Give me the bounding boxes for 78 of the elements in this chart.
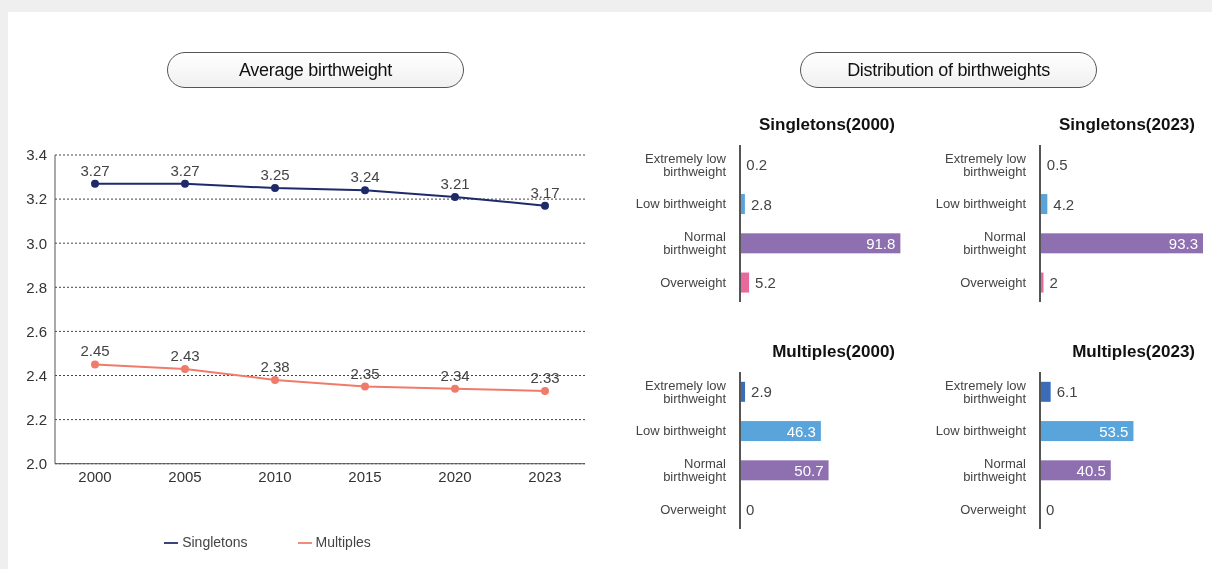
- x-tick-label: 2020: [438, 468, 472, 486]
- point: [271, 375, 279, 384]
- x-tick-label: 2023: [528, 468, 562, 486]
- chart-title: Multiples(2000): [771, 342, 896, 363]
- y-tick-label: 2.8: [26, 278, 47, 296]
- data-label: 46.3: [786, 422, 816, 440]
- y-tick-label: Overweight: [660, 274, 727, 290]
- y-tick-label: 2.6: [26, 322, 47, 340]
- x-tick-label: 2005: [168, 468, 202, 486]
- data-label: 6.1: [1056, 383, 1078, 401]
- y-tick-label: Normal birthweight: [963, 229, 1027, 258]
- y-tick-label: Low birthweight: [935, 423, 1027, 439]
- text: Distribution of birthweights: [800, 52, 1097, 88]
- point: [361, 186, 369, 195]
- data-label: 2.8: [750, 195, 772, 213]
- y-tick-label: Extremely low birthweight: [645, 377, 727, 406]
- y-tick-label: Low birthweight: [635, 423, 727, 439]
- y-tick-label: 2.0: [26, 455, 47, 473]
- point: [181, 364, 189, 373]
- data-label: 40.5: [1076, 461, 1106, 479]
- point: [91, 360, 99, 369]
- y-tick-label: Normal birthweight: [663, 456, 727, 485]
- y-tick-label: Normal birthweight: [663, 229, 727, 258]
- data-label: 3.27: [80, 161, 110, 179]
- data-label: 3.17: [530, 183, 560, 201]
- y-tick-label: Normal birthweight: [963, 456, 1027, 485]
- data-label: 0.5: [1046, 156, 1068, 174]
- data-label: 3.25: [260, 166, 290, 184]
- data-label: 2.33: [530, 368, 560, 386]
- point: [181, 179, 189, 188]
- y-tick-label: 2.4: [26, 366, 47, 384]
- point: [451, 192, 459, 201]
- y-tick-label: Extremely low birthweight: [645, 150, 727, 179]
- y-tick-label: 3.2: [26, 190, 47, 208]
- x-tick-label: 2010: [258, 468, 292, 486]
- data-label: 3.24: [350, 168, 380, 186]
- point: [271, 184, 279, 193]
- y-tick-label: Overweight: [960, 501, 1027, 517]
- point: [361, 382, 369, 391]
- data-label: 0.2: [746, 156, 768, 174]
- data-label: 0: [1046, 501, 1055, 519]
- data-label: 2.45: [80, 342, 110, 360]
- y-tick-label: Extremely low birthweight: [945, 150, 1027, 179]
- legend-label: Singletons: [182, 533, 248, 550]
- data-label: 2.34: [440, 366, 470, 384]
- chart-title: Singletons(2000): [757, 115, 896, 136]
- chart-title: Singletons(2023): [1057, 115, 1196, 136]
- data-label: 91.8: [866, 234, 896, 252]
- y-tick-label: Overweight: [960, 274, 1027, 290]
- data-label: 0: [746, 501, 755, 519]
- data-label: 93.3: [1168, 234, 1198, 252]
- y-tick-label: 3.0: [26, 234, 47, 252]
- data-label: 2: [1049, 274, 1058, 292]
- y-tick-label: Low birthweight: [935, 196, 1027, 212]
- chart-title: Average birthweight: [167, 52, 464, 88]
- y-tick-label: Overweight: [660, 501, 727, 517]
- data-label: 3.27: [170, 161, 200, 179]
- point: [91, 179, 99, 188]
- legend-label: Multiples: [315, 533, 371, 550]
- data-label: 2.38: [260, 357, 290, 375]
- y-tick-label: Extremely low birthweight: [945, 377, 1027, 406]
- data-label: 4.2: [1053, 195, 1075, 213]
- chart-title: Multiples(2023): [1071, 342, 1196, 363]
- point: [541, 201, 549, 210]
- x-tick-label: 2015: [348, 468, 382, 486]
- data-label: 2.43: [170, 346, 200, 364]
- data-label: 2.35: [350, 364, 380, 382]
- y-tick-label: 2.2: [26, 410, 47, 428]
- data-label: 3.21: [440, 174, 470, 192]
- y-tick-label: 3.4: [26, 146, 47, 164]
- point: [541, 386, 549, 395]
- data-label: 5.2: [755, 274, 776, 292]
- data-label: 50.7: [794, 461, 824, 479]
- y-tick-label: Low birthweight: [635, 196, 727, 212]
- point: [451, 384, 459, 393]
- x-tick-label: 2000: [78, 468, 112, 486]
- data-label: 2.9: [751, 383, 772, 401]
- data-label: 53.5: [1099, 422, 1129, 440]
